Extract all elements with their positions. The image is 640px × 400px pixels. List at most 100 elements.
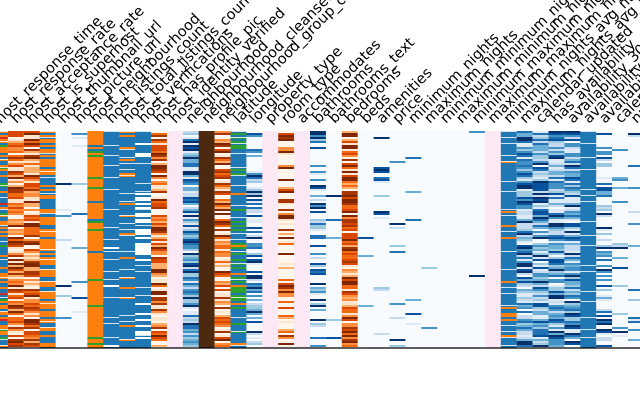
- heatmap-cell: [0, 225, 9, 226]
- heatmap-cell: [596, 233, 613, 235]
- heatmap-column-background: [246, 131, 263, 348]
- heatmap-cell: [564, 183, 581, 185]
- heatmap-cell: [7, 135, 25, 137]
- heatmap-cell: [135, 259, 152, 261]
- heatmap-cell: [151, 165, 168, 167]
- heatmap-cell: [246, 253, 263, 255]
- heatmap-cell: [516, 171, 533, 173]
- heatmap-cell: [548, 239, 565, 241]
- heatmap-cell: [532, 269, 549, 271]
- heatmap-cell: [23, 267, 40, 269]
- heatmap-cell: [23, 327, 40, 329]
- heatmap-cell: [7, 263, 25, 265]
- heatmap-cell: [151, 237, 168, 239]
- heatmap-cell: [516, 203, 533, 205]
- heatmap-cell: [55, 209, 72, 211]
- heatmap-cell: [278, 253, 295, 255]
- heatmap-cell: [214, 133, 231, 135]
- heatmap-cell: [341, 301, 358, 303]
- heatmap-cell: [500, 269, 517, 270]
- heatmap-cell: [119, 321, 136, 322]
- heatmap-cell: [278, 147, 295, 149]
- heatmap-cell: [596, 269, 613, 271]
- heatmap-cell: [71, 137, 88, 139]
- heatmap-cell: [151, 133, 168, 135]
- heatmap-cell: [516, 249, 533, 251]
- heatmap-cell: [151, 257, 168, 259]
- heatmap-cell: [151, 217, 168, 219]
- heatmap-cell: [151, 265, 168, 267]
- heatmap-cell: [532, 147, 549, 149]
- heatmap-cell: [548, 287, 565, 289]
- heatmap-cell: [548, 195, 565, 197]
- heatmap-cell: [580, 245, 597, 246]
- heatmap-cell: [230, 291, 247, 293]
- heatmap-cell: [23, 225, 40, 227]
- heatmap-cell: [548, 217, 565, 219]
- heatmap-cell: [532, 155, 549, 157]
- heatmap-cell: [7, 207, 25, 209]
- heatmap-cell: [310, 207, 327, 209]
- heatmap-cell: [214, 343, 231, 345]
- heatmap-cell: [119, 287, 136, 289]
- heatmap-cell: [341, 135, 358, 137]
- heatmap-cell: [516, 175, 533, 177]
- heatmap-cell: [596, 299, 613, 301]
- heatmap-cell: [151, 305, 168, 307]
- heatmap-cell: [230, 141, 247, 143]
- heatmap-cell: [7, 309, 25, 311]
- heatmap-cell: [341, 331, 358, 333]
- heatmap-cell: [7, 213, 25, 215]
- heatmap-cell: [214, 185, 231, 187]
- heatmap-cell: [532, 205, 549, 207]
- heatmap-cell: [532, 131, 549, 133]
- heatmap-cell: [246, 173, 263, 175]
- heatmap-cell: [564, 261, 581, 263]
- heatmap-cell: [230, 167, 247, 168]
- heatmap-cell: [516, 137, 533, 139]
- heatmap-cell: [532, 339, 549, 341]
- heatmap-cell: [182, 263, 199, 265]
- heatmap-cell: [0, 141, 9, 142]
- heatmap-cell: [373, 289, 390, 291]
- heatmap-cell: [0, 345, 9, 346]
- heatmap-cell: [246, 179, 263, 181]
- heatmap-cell: [214, 323, 231, 325]
- heatmap-cell: [548, 165, 565, 167]
- heatmap-cell: [39, 281, 56, 283]
- heatmap-cell: [341, 305, 358, 307]
- heatmap-cell: [246, 283, 263, 285]
- heatmap-cell: [230, 133, 247, 135]
- heatmap-cell: [39, 307, 56, 309]
- heatmap-cell: [182, 237, 199, 239]
- heatmap-cell: [182, 179, 199, 181]
- heatmap-cell: [182, 243, 199, 245]
- heatmap-cell: [151, 163, 168, 165]
- heatmap-cell: [103, 317, 120, 318]
- heatmap-cell: [564, 251, 581, 253]
- heatmap-cell: [151, 309, 168, 311]
- heatmap-cell: [0, 149, 9, 151]
- heatmap-column-minimum-minimum-nights: [437, 131, 454, 348]
- heatmap-cell: [341, 249, 358, 251]
- heatmap-cell: [39, 321, 56, 322]
- heatmap-cell: [7, 197, 25, 199]
- heatmap-cell: [119, 251, 136, 252]
- heatmap-column-background: [612, 131, 629, 348]
- heatmap-cell: [151, 199, 168, 201]
- heatmap-cell: [341, 283, 358, 285]
- heatmap-cell: [612, 245, 629, 247]
- heatmap-cell: [532, 249, 549, 251]
- heatmap-cell: [151, 241, 168, 243]
- heatmap-cell: [103, 239, 120, 240]
- heatmap-cell: [278, 317, 295, 319]
- heatmap-cell: [564, 275, 581, 277]
- heatmap-cell: [214, 251, 231, 253]
- heatmap-cell: [564, 291, 581, 293]
- heatmap-cell: [182, 217, 199, 219]
- heatmap-cell: [214, 329, 231, 331]
- heatmap-cell: [580, 317, 597, 318]
- heatmap-column-maximum-maximum-nights: [484, 131, 502, 348]
- heatmap-cell: [214, 193, 231, 195]
- heatmap-cell: [246, 279, 263, 281]
